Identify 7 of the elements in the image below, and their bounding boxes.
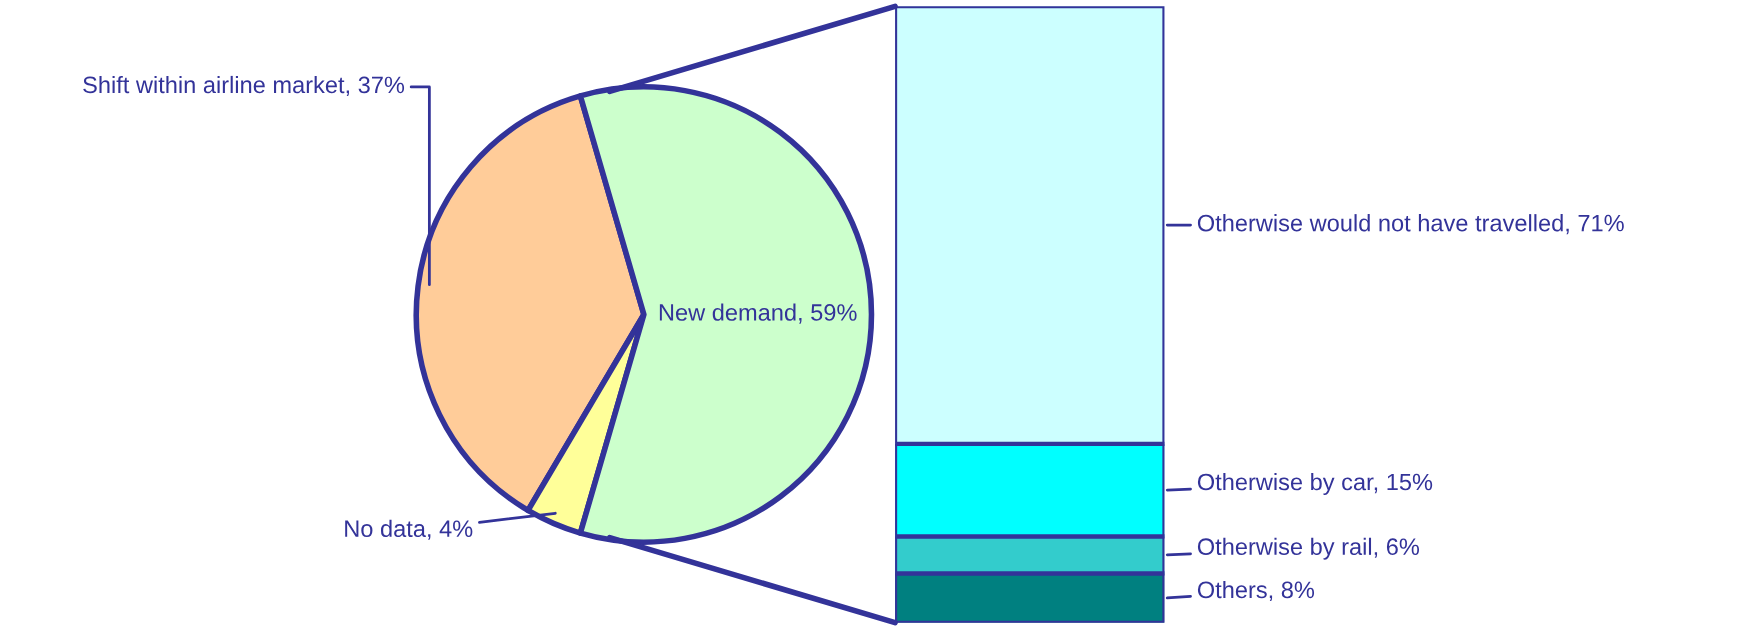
data-label: New demand, 59% xyxy=(659,303,857,324)
data-label: Otherwise would not have travelled, 71% xyxy=(1197,214,1624,235)
data-label: Otherwise by rail, 6% xyxy=(1197,537,1420,560)
data-label: No data, 4% xyxy=(345,519,473,540)
data-label: Others, 8% xyxy=(1197,580,1315,602)
data-label: Shift within airline market, 37% xyxy=(83,75,405,97)
data-label: Otherwise by car, 15% xyxy=(1197,473,1433,496)
